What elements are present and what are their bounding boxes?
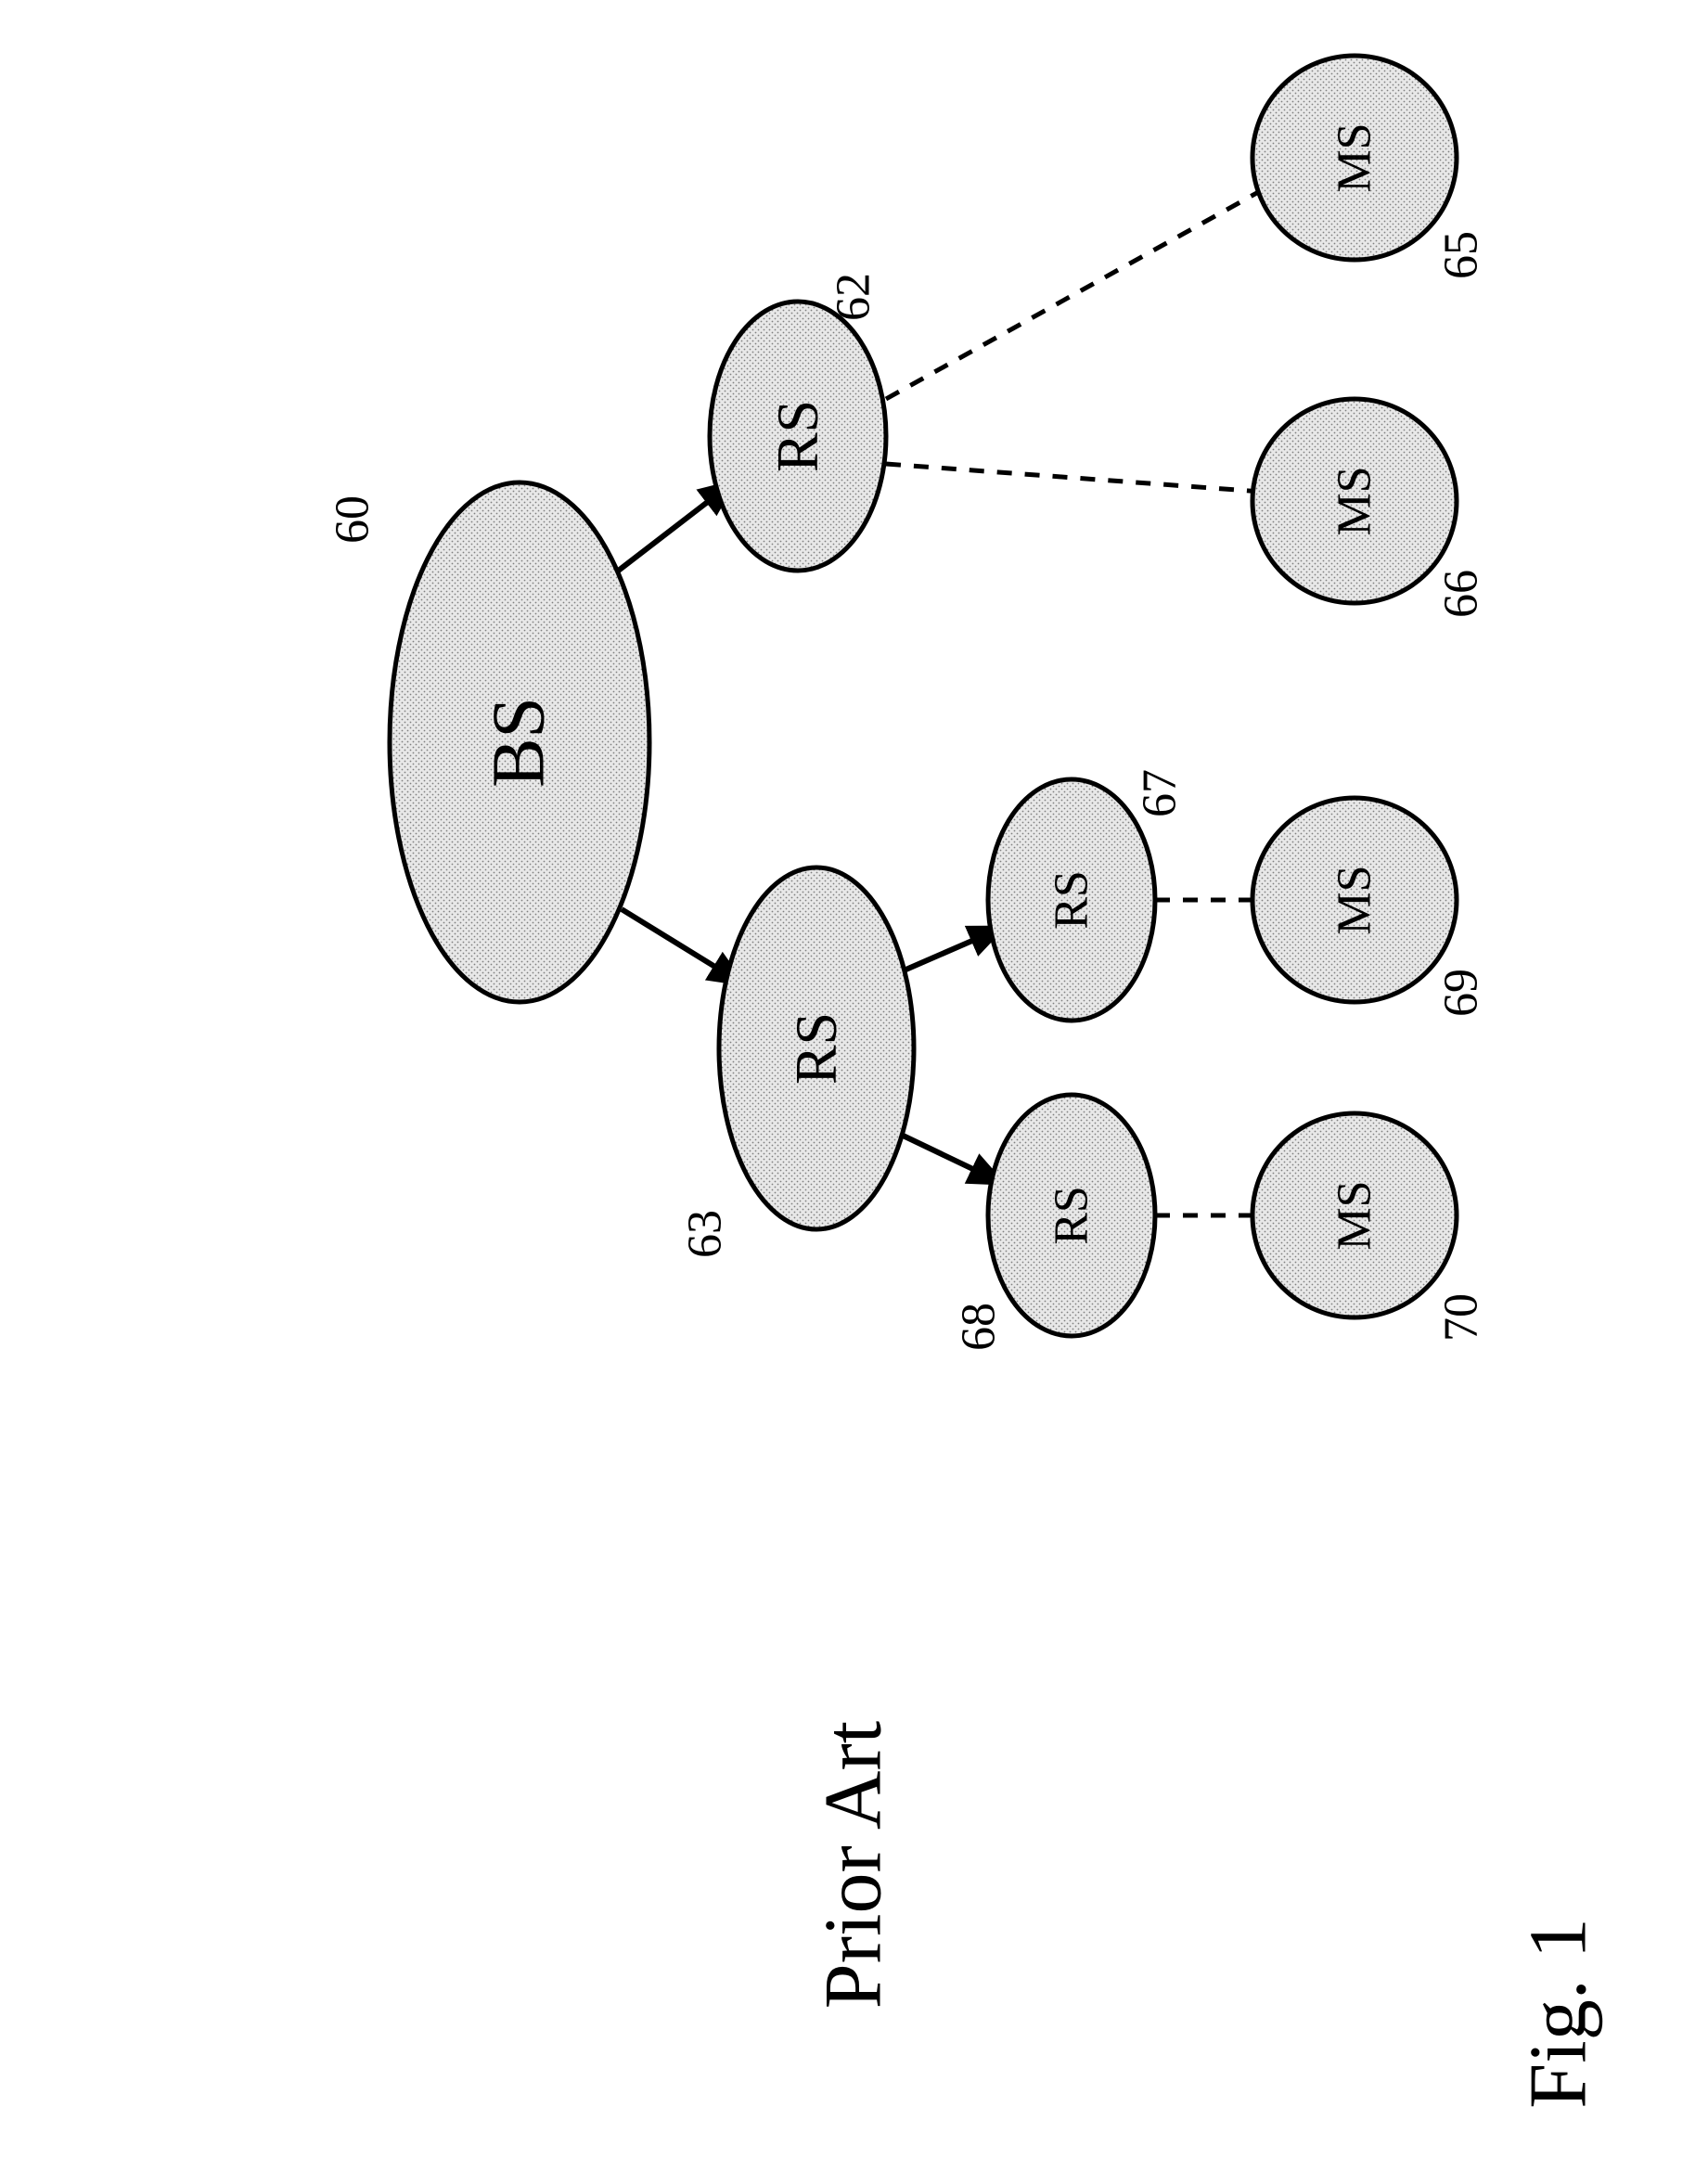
ref-label-rs67: 67 [1133, 769, 1188, 817]
node-label-ms65: MS [1328, 122, 1382, 192]
ref-label-ms69: 69 [1434, 969, 1489, 1017]
caption-prior-art: Prior Art [807, 1721, 901, 2009]
edge-bs-rs63 [622, 909, 742, 983]
node-label-rs67: RS [1045, 870, 1099, 930]
ref-label-ms70: 70 [1434, 1293, 1489, 1342]
ref-label-rs68: 68 [952, 1303, 1007, 1351]
node-label-rs63: RS [782, 1012, 851, 1085]
node-label-ms69: MS [1328, 865, 1382, 934]
diagram-canvas: { "figure": { "type": "tree", "backgroun… [0, 0, 1708, 2184]
ref-label-ms65: 65 [1434, 231, 1489, 279]
node-label-rs68: RS [1045, 1186, 1099, 1245]
ref-label-rs62: 62 [827, 273, 881, 321]
edge-rs63-rs68 [895, 1132, 1002, 1183]
node-label-ms70: MS [1328, 1180, 1382, 1250]
edge-rs62-ms66 [886, 464, 1262, 492]
node-label-bs: BS [478, 697, 562, 788]
ref-label-rs63: 63 [678, 1210, 733, 1258]
caption-figure-number: Fig. 1 [1512, 1918, 1606, 2108]
edge-rs62-ms65 [886, 190, 1262, 399]
node-label-ms66: MS [1328, 466, 1382, 535]
edge-bs-rs62 [612, 482, 733, 575]
ref-label-ms66: 66 [1434, 570, 1489, 618]
node-label-rs62: RS [764, 400, 832, 472]
edge-rs63-rs67 [895, 928, 1002, 974]
ref-label-bs: 60 [326, 495, 380, 544]
